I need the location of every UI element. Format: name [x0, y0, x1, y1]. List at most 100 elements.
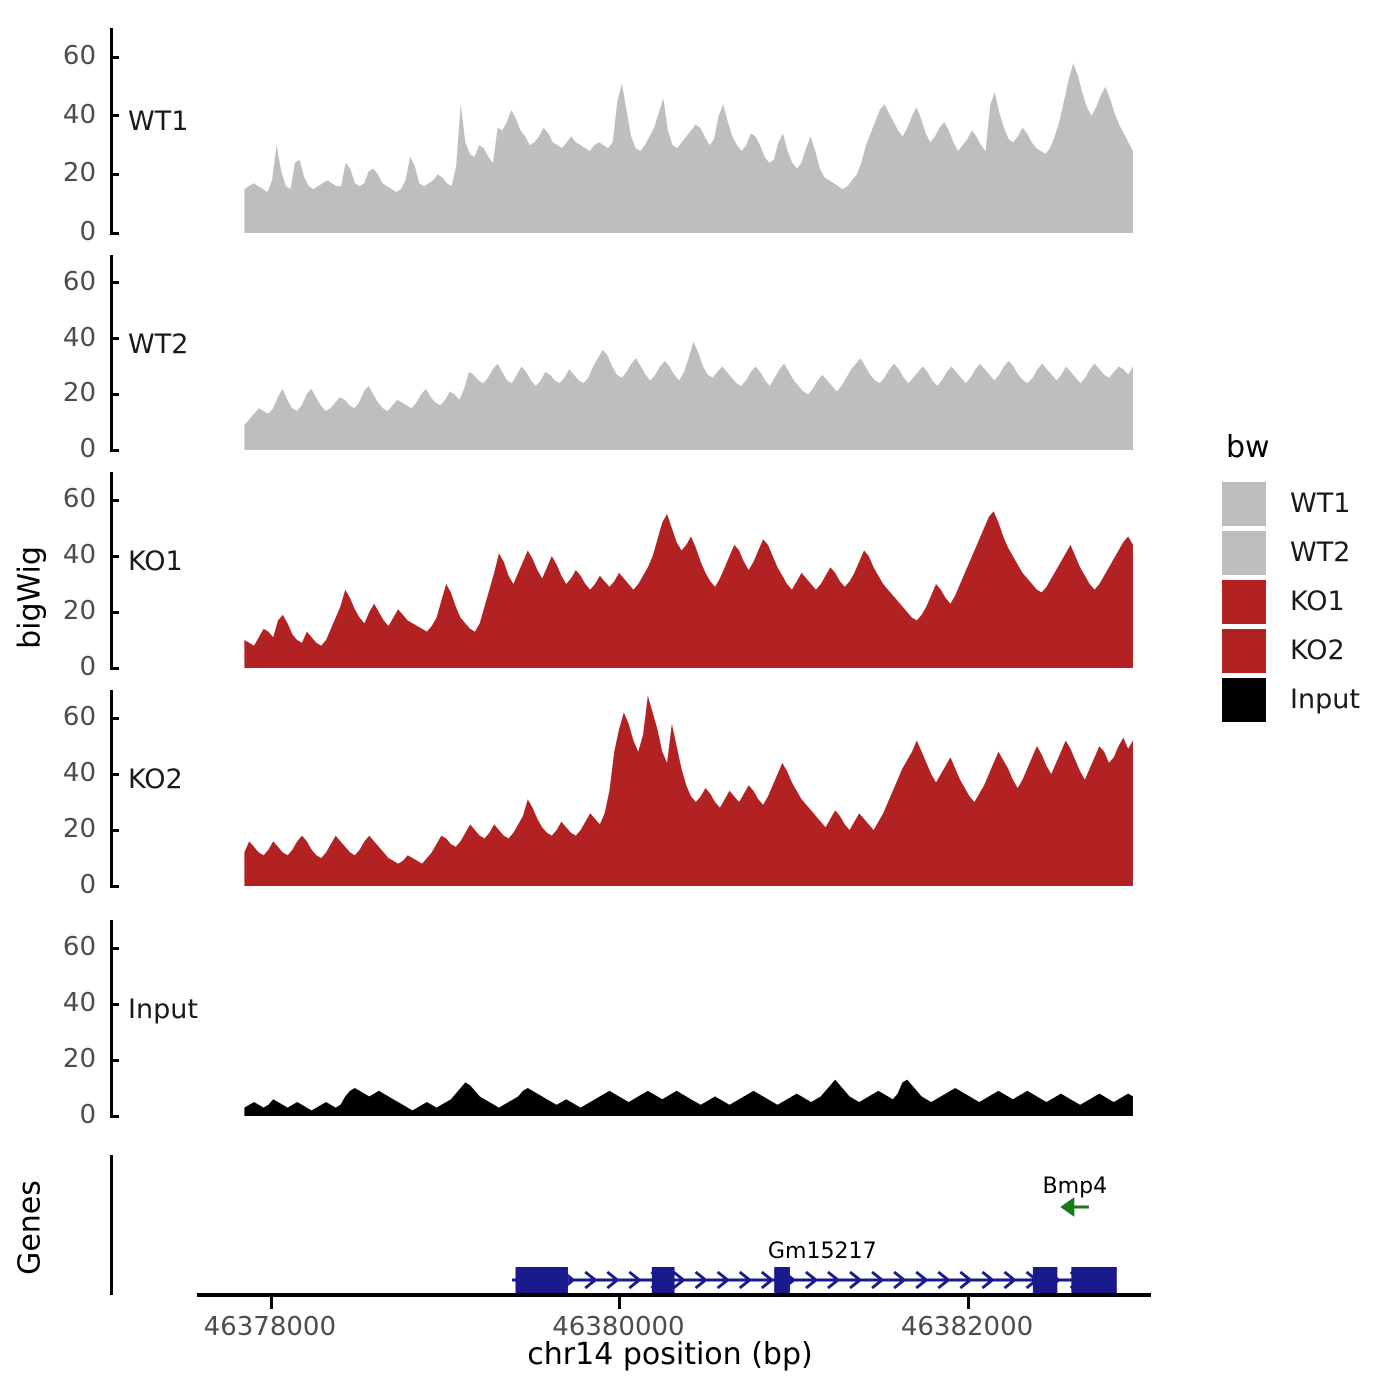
y-tick-label: 20: [62, 1044, 96, 1074]
y-tick-mark: [110, 1058, 119, 1062]
y-axis-spine: [110, 920, 113, 1116]
signal-area-input[interactable]: [113, 920, 1150, 1116]
y-tick-label: 20: [62, 158, 96, 189]
strand-arrow-icon: [672, 1270, 686, 1290]
y-tick-mark: [110, 884, 119, 888]
y-axis-title-bigwig: bigWig: [12, 546, 48, 649]
x-tick-label: 46382000: [900, 1312, 1034, 1342]
y-tick-mark: [110, 1002, 119, 1006]
strand-arrow-icon: [915, 1270, 929, 1290]
y-tick-label: 60: [62, 932, 96, 962]
y-axis-title-genes: Genes: [12, 1180, 48, 1275]
y-tick-mark: [110, 716, 119, 720]
y-tick-label: 40: [62, 322, 96, 353]
track-label-ko1: KO1: [128, 546, 183, 578]
legend-label-ko2: KO2: [1290, 635, 1345, 666]
legend-label-wt2: WT2: [1290, 537, 1351, 568]
strand-arrow-icon: [738, 1270, 753, 1290]
x-tick-mark: [967, 1297, 970, 1309]
strand-arrow-icon: [849, 1270, 863, 1290]
y-tick-mark: [110, 498, 119, 502]
strand-arrow-icon: [760, 1270, 775, 1290]
x-tick-label: 46380000: [552, 1312, 685, 1342]
y-tick-label: 20: [62, 596, 96, 626]
gene-label-bmp4: Bmp4: [1043, 1174, 1108, 1199]
y-tick-label: 60: [62, 266, 96, 297]
legend-label-ko1: KO1: [1290, 586, 1345, 617]
y-tick-label: 40: [62, 99, 96, 130]
y-axis-spine: [110, 690, 113, 886]
y-tick-mark: [110, 231, 119, 235]
signal-trace-wt2: [244, 341, 1133, 450]
strand-arrow-icon: [981, 1270, 995, 1290]
track-label-wt1: WT1: [128, 106, 189, 138]
strand-arrow-icon: [716, 1270, 731, 1290]
legend-items: WT1 WT2 KO1 KO2 Input: [1222, 479, 1392, 724]
y-tick-label: 60: [62, 484, 96, 514]
y-tick-mark: [110, 1114, 119, 1118]
track-label-wt2: WT2: [128, 328, 189, 360]
track-panel-ko2: 0 20 40 60 KO2: [63, 690, 1150, 900]
strand-arrow-icon: [1003, 1270, 1017, 1290]
strand-arrow-icon: [606, 1270, 620, 1290]
gene-models-area[interactable]: Gm15217 Bmp4: [113, 1155, 1150, 1295]
y-tick-label: 60: [62, 41, 96, 72]
legend-item-ko1[interactable]: KO1: [1222, 577, 1392, 626]
y-tick-mark: [110, 281, 119, 285]
x-axis-title: chr14 position (bp): [527, 1337, 813, 1372]
legend-item-wt2[interactable]: WT2: [1222, 528, 1392, 577]
legend-title: bw: [1226, 430, 1270, 465]
legend-item-input[interactable]: Input: [1222, 675, 1392, 724]
signal-trace-wt1: [244, 63, 1133, 233]
y-axis-spine: [110, 472, 113, 668]
signal-trace-ko2: [244, 695, 1133, 886]
strand-arrow-icon: [871, 1270, 885, 1290]
signal-trace-ko1: [244, 511, 1133, 668]
track-panel-ko1: 0 20 40 60 KO1: [63, 472, 1150, 682]
genes-panel-spine: [110, 1155, 113, 1295]
y-axis-spine: [110, 28, 113, 233]
y-tick-mark: [110, 448, 119, 452]
track-label-input: Input: [128, 994, 198, 1026]
y-tick-mark: [110, 392, 119, 396]
y-tick-mark: [110, 554, 119, 558]
strand-arrow-icon: [584, 1270, 598, 1290]
exon-block: [1071, 1267, 1117, 1293]
y-tick-label: 0: [79, 1100, 96, 1130]
y-tick-label: 40: [62, 540, 96, 570]
x-tick-mark: [618, 1297, 622, 1309]
gene-model-gm15217[interactable]: Gm15217: [512, 1239, 1117, 1293]
strand-arrow-icon: [628, 1270, 642, 1290]
legend-item-wt1[interactable]: WT1: [1222, 479, 1392, 528]
exon-block: [1032, 1267, 1058, 1293]
legend-swatch-wt1: [1222, 481, 1266, 526]
legend-label-input: Input: [1290, 684, 1360, 715]
signal-area-wt1[interactable]: [113, 28, 1150, 233]
track-panel-wt1: 0 20 40 60 WT1: [63, 28, 1150, 247]
legend-item-ko2[interactable]: KO2: [1222, 626, 1392, 675]
y-tick-mark: [110, 114, 119, 118]
signal-area-wt2[interactable]: [113, 255, 1150, 450]
y-tick-label: 40: [62, 758, 96, 788]
track-label-ko2: KO2: [128, 764, 183, 796]
y-tick-label: 0: [79, 652, 96, 682]
strand-arrow-icon: [937, 1270, 951, 1290]
y-tick-label: 40: [62, 988, 96, 1018]
y-tick-label: 0: [79, 217, 96, 247]
x-tick-label: 46378000: [203, 1312, 337, 1342]
exon-block: [774, 1267, 790, 1293]
signal-area-ko2[interactable]: [113, 690, 1150, 886]
legend: bw WT1 WT2 KO1 KO2 Input: [1222, 430, 1392, 724]
strand-arrow-icon: [893, 1270, 907, 1290]
legend-label-wt1: WT1: [1290, 488, 1351, 519]
gene-model-bmp4[interactable]: Bmp4: [1043, 1174, 1108, 1217]
signal-area-ko1[interactable]: [113, 472, 1150, 668]
y-tick-mark: [110, 946, 119, 950]
y-axis-spine: [110, 255, 113, 450]
y-tick-label: 60: [62, 702, 96, 732]
strand-arrow-icon: [804, 1270, 819, 1290]
y-tick-mark: [110, 828, 119, 832]
y-tick-mark: [110, 772, 119, 776]
strand-arrow-icon: [694, 1270, 708, 1290]
